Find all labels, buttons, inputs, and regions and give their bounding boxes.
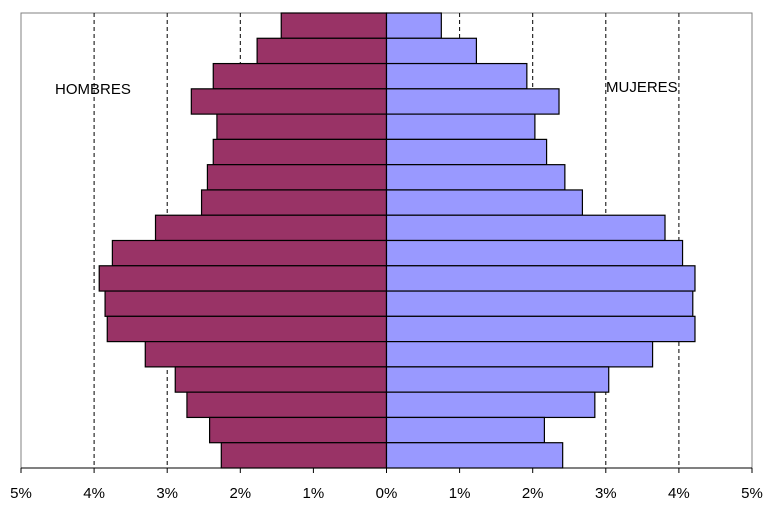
bar: [216, 113, 388, 140]
bar: [174, 366, 388, 393]
bar: [385, 366, 610, 393]
bar: [385, 37, 478, 65]
bar: [385, 62, 528, 90]
x-tick-label: 0%: [376, 485, 398, 502]
bar: [106, 315, 388, 343]
bar: [206, 164, 388, 191]
bar: [385, 138, 548, 166]
bar: [190, 88, 388, 115]
bar: [385, 189, 584, 216]
bar: [154, 214, 388, 242]
bar: [212, 62, 388, 90]
legend-label: MUJERES: [606, 79, 678, 96]
bar: [385, 265, 696, 292]
bar: [385, 315, 696, 343]
bar: [385, 290, 694, 317]
bar: [385, 416, 545, 444]
bar: [212, 138, 388, 166]
bar: [104, 290, 388, 317]
bar: [280, 12, 388, 39]
bar: [385, 88, 560, 115]
bar: [256, 37, 388, 65]
bar: [385, 341, 654, 368]
x-tick-label: 1%: [449, 485, 471, 502]
x-tick-label: 4%: [83, 485, 105, 502]
legend-label: HOMBRES: [55, 81, 131, 98]
x-tick-label: 2%: [522, 485, 544, 502]
bar: [385, 391, 596, 419]
bar: [385, 12, 442, 39]
bar: [220, 442, 388, 469]
bar: [385, 239, 684, 267]
bar: [186, 391, 388, 419]
bar: [385, 214, 666, 242]
x-tick-label: 5%: [741, 485, 763, 502]
x-tick-label: 3%: [595, 485, 617, 502]
bar: [385, 113, 536, 140]
x-tick-label: 5%: [10, 485, 32, 502]
bar: [200, 189, 388, 216]
bar: [385, 442, 564, 469]
bar: [111, 239, 388, 267]
x-tick-label: 1%: [303, 485, 325, 502]
bar: [144, 341, 388, 368]
x-tick-label: 4%: [668, 485, 690, 502]
bar: [385, 164, 566, 191]
bar: [208, 416, 388, 444]
x-tick-label: 2%: [229, 485, 251, 502]
bar: [98, 265, 388, 292]
x-tick-label: 3%: [156, 485, 178, 502]
